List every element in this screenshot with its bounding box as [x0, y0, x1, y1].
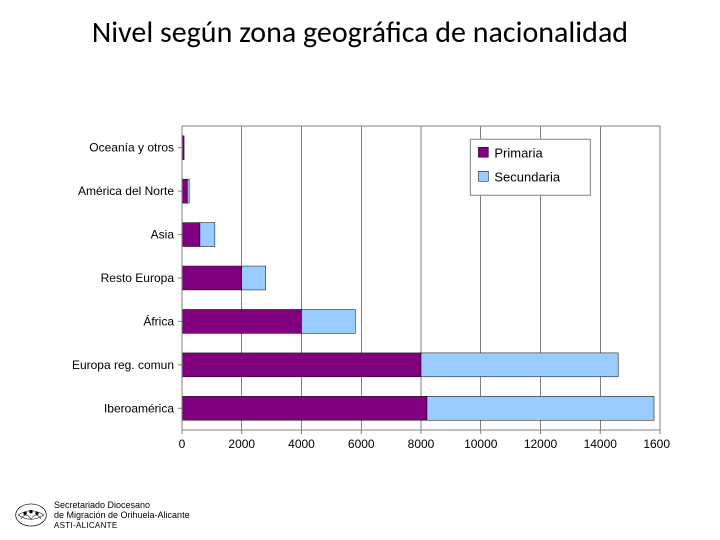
bar-segment [182, 309, 302, 333]
legend-label: Primaria [494, 145, 543, 160]
svg-text:África: África [143, 313, 174, 328]
svg-text:Oceanía y otros: Oceanía y otros [89, 141, 174, 155]
bar-segment [182, 353, 421, 377]
svg-text:14000: 14000 [584, 437, 618, 451]
bar-segment [421, 353, 618, 377]
svg-text:16000: 16000 [643, 437, 670, 451]
bar-segment [182, 396, 427, 420]
bar-segment [242, 266, 266, 290]
slide: Nivel según zona geográfica de nacionali… [0, 0, 720, 540]
bar-segment [182, 179, 187, 203]
chart-title: Nivel según zona geográfica de nacionali… [0, 16, 720, 51]
footer: Secretariado Diocesano de Migración de O… [14, 500, 190, 530]
svg-text:Resto Europa: Resto Europa [101, 271, 175, 285]
bar-segment [183, 136, 184, 160]
svg-text:0: 0 [179, 437, 186, 451]
bar-segment [182, 266, 242, 290]
bar-segment [302, 309, 356, 333]
footer-line3: ASTI-ALICANTE [54, 521, 190, 530]
legend-swatch [478, 171, 488, 181]
footer-line2: de Migración de Orihuela-Alicante [54, 510, 190, 520]
svg-text:8000: 8000 [408, 437, 435, 451]
legend-swatch [478, 147, 488, 157]
footer-logo-icon [14, 502, 48, 528]
bar-segment [182, 223, 200, 247]
svg-text:Europa reg. comun: Europa reg. comun [72, 358, 174, 372]
svg-text:12000: 12000 [524, 437, 558, 451]
svg-text:América del Norte: América del Norte [78, 184, 174, 198]
bar-segment [200, 223, 215, 247]
bar-segment [187, 179, 189, 203]
svg-text:6000: 6000 [348, 437, 375, 451]
svg-text:10000: 10000 [464, 437, 498, 451]
footer-text: Secretariado Diocesano de Migración de O… [54, 500, 190, 530]
svg-text:4000: 4000 [288, 437, 315, 451]
svg-text:Asia: Asia [151, 228, 175, 242]
svg-text:Iberoamérica: Iberoamérica [104, 401, 174, 415]
svg-text:2000: 2000 [228, 437, 255, 451]
bar-segment [427, 396, 654, 420]
footer-line1: Secretariado Diocesano [54, 500, 190, 510]
chart: 0 2000 4000 6000 8000 10000 12000 14000 16000 Oce… [70, 120, 670, 460]
legend-label: Secundaria [494, 169, 561, 184]
